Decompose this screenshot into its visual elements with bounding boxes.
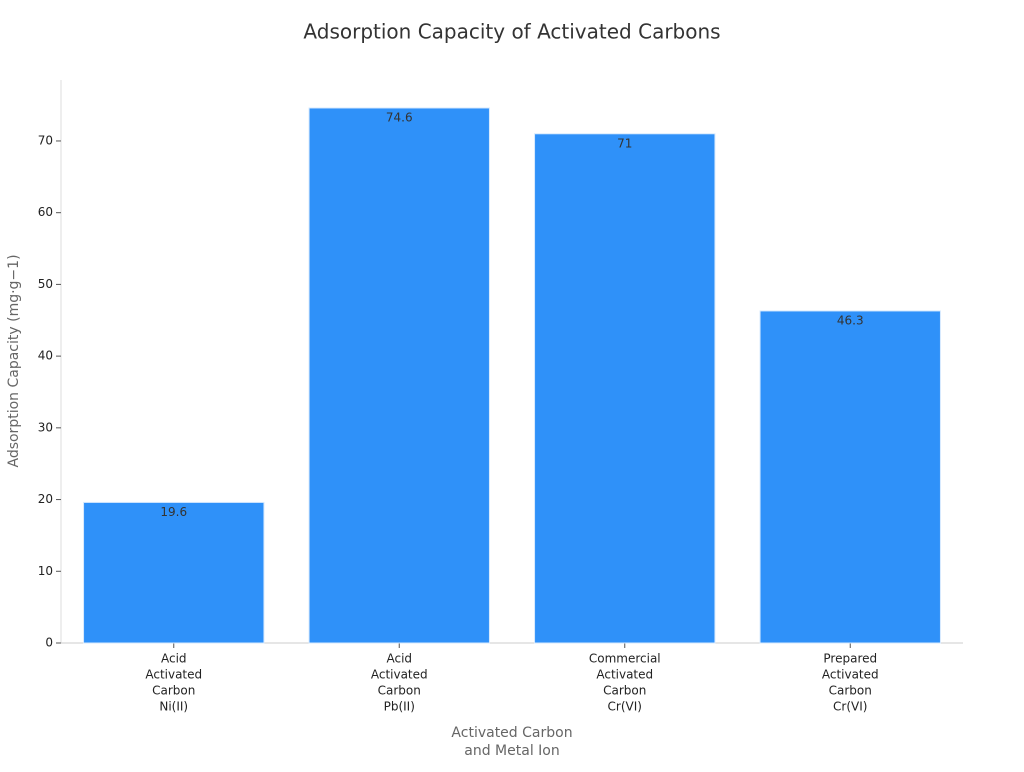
x-tick-label: Carbon: [603, 684, 646, 698]
y-tick-label: 40: [38, 349, 53, 363]
data-label: 74.6: [386, 110, 413, 124]
x-tick-label: Ni(II): [159, 700, 188, 714]
y-tick-label: 70: [38, 133, 53, 147]
x-tick-label: Activated: [822, 668, 879, 682]
x-tick-label: Pb(II): [384, 700, 415, 714]
x-tick-label: Prepared: [823, 652, 877, 666]
x-tick-label: Carbon: [378, 684, 421, 698]
x-tick-label: Carbon: [829, 684, 872, 698]
x-tick-label: Cr(VI): [608, 700, 642, 714]
y-tick-label: 20: [38, 492, 53, 506]
y-tick-label: 60: [38, 205, 53, 219]
y-tick-label: 30: [38, 420, 53, 434]
x-tick-label: Acid: [386, 652, 412, 666]
x-tick-label: Activated: [596, 668, 653, 682]
y-tick-label: 50: [38, 277, 53, 291]
chart-title: Adsorption Capacity of Activated Carbons: [303, 20, 720, 44]
x-tick-label: Activated: [145, 668, 202, 682]
bar: [83, 501, 265, 644]
x-tick-label: Carbon: [152, 684, 195, 698]
y-tick-label: 0: [45, 636, 53, 650]
x-tick-label: Activated: [371, 668, 428, 682]
bar: [308, 107, 490, 644]
y-tick-label: 10: [38, 564, 53, 578]
data-label: 19.6: [160, 505, 187, 519]
x-tick-label: Commercial: [589, 652, 661, 666]
data-label: 46.3: [837, 313, 864, 327]
y-axis-label: Adsorption Capacity (mg·g−1): [6, 254, 22, 467]
bar: [534, 133, 716, 644]
x-tick-label: Cr(VI): [833, 700, 867, 714]
bar: [759, 310, 941, 644]
x-axis-label: and Metal Ion: [464, 743, 559, 759]
x-axis-label: Activated Carbon: [451, 725, 572, 741]
data-label: 71: [617, 136, 632, 150]
x-tick-label: Acid: [161, 652, 187, 666]
